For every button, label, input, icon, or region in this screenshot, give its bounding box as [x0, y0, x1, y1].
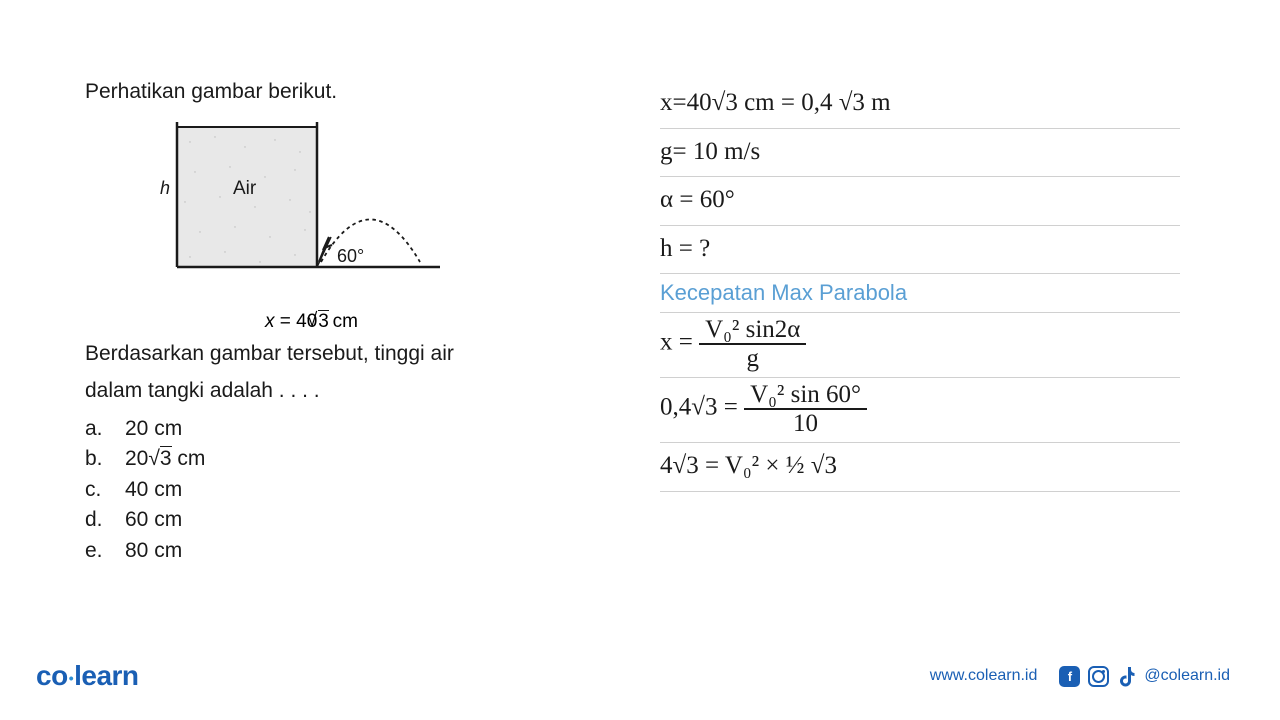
question-line2: dalam tangki adalah . . . . — [85, 376, 515, 405]
angle-label: 60° — [337, 246, 364, 266]
hw-line-2: g= 10 m/s — [660, 129, 1180, 178]
website-link[interactable]: www.colearn.id — [930, 667, 1038, 685]
social-handle: @colearn.id — [1144, 667, 1230, 685]
option-b: b. 20√3 cm — [85, 444, 515, 474]
logo: co•learn — [36, 660, 139, 692]
hw-eq3: 4√3 = V₀² × ½ √3 — [660, 443, 1180, 492]
hw-line-3: α = 60° — [660, 177, 1180, 226]
problem-title: Perhatikan gambar berikut. — [85, 80, 515, 104]
options-list: a. 20 cm b. 20√3 cm c. 40 cm d. 60 cm e.… — [85, 414, 515, 566]
tank-diagram: h Air 60° — [135, 122, 515, 302]
option-a: a. 20 cm — [85, 414, 515, 444]
hw-eq2: 0,4√3 = V₀² sin 60° 10 — [660, 378, 1180, 443]
air-label: Air — [233, 178, 257, 199]
option-d: d. 60 cm — [85, 505, 515, 535]
x-equals-label: x = 403√ cm — [265, 310, 515, 333]
option-c: c. 40 cm — [85, 475, 515, 505]
question-line1: Berdasarkan gambar tersebut, tinggi air — [85, 339, 515, 368]
section-header: Kecepatan Max Parabola — [660, 274, 1180, 313]
facebook-icon[interactable]: f — [1059, 666, 1080, 687]
instagram-icon[interactable] — [1088, 666, 1109, 687]
hw-line-1: x=40√3 cm = 0,4 √3 m — [660, 80, 1180, 129]
footer: co•learn www.colearn.id f @colearn.id — [0, 660, 1280, 692]
social-links: f @colearn.id — [1059, 666, 1230, 687]
h-label: h — [160, 178, 170, 198]
option-e: e. 80 cm — [85, 536, 515, 566]
tiktok-icon[interactable] — [1117, 666, 1136, 687]
hw-line-4: h = ? — [660, 226, 1180, 275]
hw-eq1: x = V₀² sin2α g — [660, 313, 1180, 378]
